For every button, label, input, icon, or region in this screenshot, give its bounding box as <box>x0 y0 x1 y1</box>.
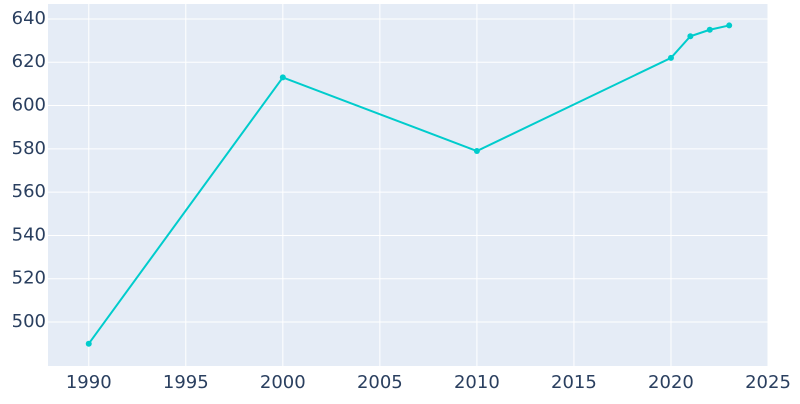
plot-area <box>48 4 768 366</box>
y-tick-label: 560 <box>12 181 46 202</box>
x-tick-label: 2010 <box>454 372 500 393</box>
point <box>667 54 674 61</box>
y-tick-label: 600 <box>12 95 46 116</box>
x-tick-label: 2025 <box>745 372 791 393</box>
point <box>279 74 286 81</box>
y-tick-label: 620 <box>12 51 46 72</box>
point <box>687 33 694 40</box>
x-tick-label: 1990 <box>66 372 112 393</box>
y-tick-label: 500 <box>12 311 46 332</box>
point <box>726 22 733 29</box>
x-tick-label: 2015 <box>551 372 597 393</box>
x-tick-label: 2020 <box>648 372 694 393</box>
y-tick-label: 540 <box>12 224 46 245</box>
y-tick-label: 520 <box>12 268 46 289</box>
x-tick-label: 1995 <box>163 372 209 393</box>
y-tick-label: 640 <box>12 8 46 29</box>
x-tick-label: 2000 <box>260 372 306 393</box>
point <box>473 148 480 155</box>
x-tick-label: 2005 <box>357 372 403 393</box>
point <box>706 26 713 33</box>
y-tick-label: 580 <box>12 138 46 159</box>
point <box>85 340 92 347</box>
